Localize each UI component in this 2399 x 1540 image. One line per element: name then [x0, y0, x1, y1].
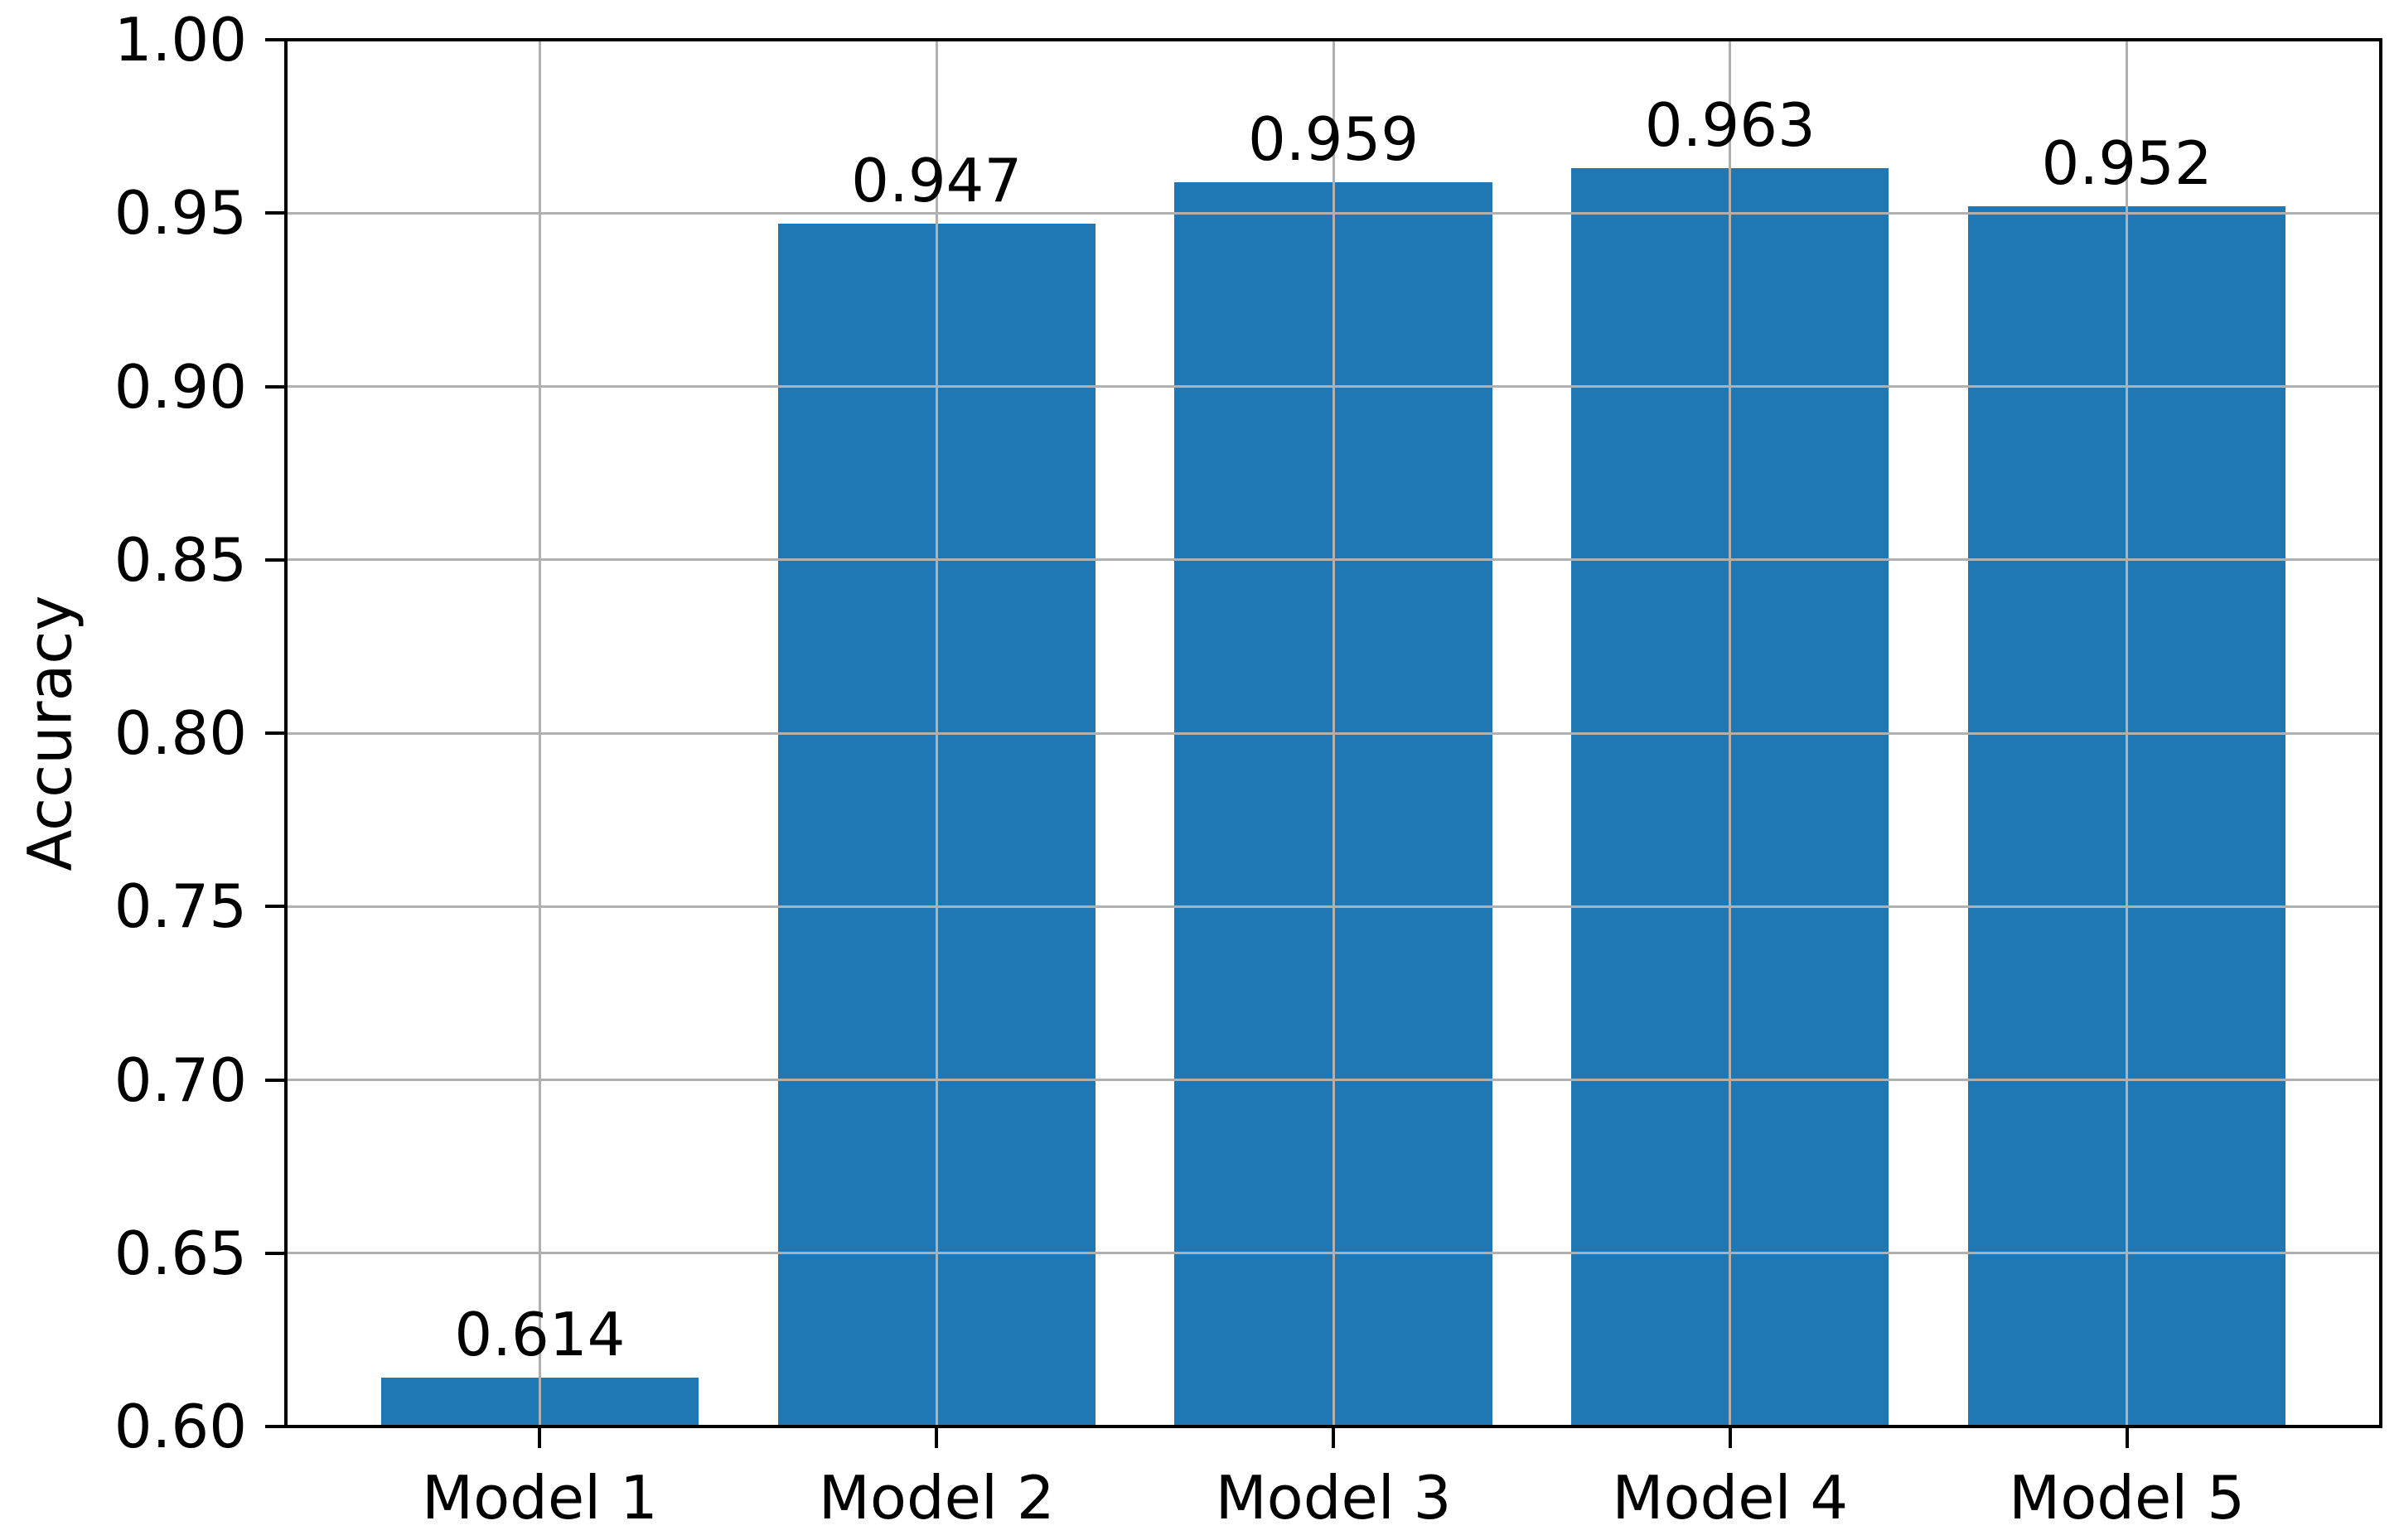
x-tick-label-model-1: Model 1	[421, 1463, 658, 1533]
bar-value-label-model-5: 0.952	[2041, 128, 2213, 198]
x-gridline-model-4	[1729, 40, 1732, 1427]
y-axis-tick-labels: 0.60 0.65 0.70 0.75 0.80 0.85 0.90 0.95 1.00	[0, 10, 247, 1456]
y-tick-label-0.65: 0.65	[114, 1218, 247, 1288]
y-tick-mark-0.90	[265, 384, 286, 389]
bar-value-label-model-3: 0.959	[1247, 104, 1420, 174]
y-tick-mark-0.80	[265, 731, 286, 735]
y-tick-mark-1.00	[265, 38, 286, 41]
x-axis-tick-labels: Model 1 Model 2 Model 3 Model 4 Model 5	[286, 1468, 2381, 1539]
y-tick-label-0.75: 0.75	[114, 871, 247, 942]
x-gridline-model-3	[1332, 40, 1335, 1427]
bar-value-label-model-2: 0.947	[851, 145, 1023, 215]
y-tick-mark-0.70	[265, 1078, 286, 1082]
y-tick-mark-0.85	[265, 558, 286, 562]
x-tick-mark-model-4	[1728, 1427, 1732, 1448]
y-tick-mark-0.65	[265, 1251, 286, 1255]
y-tick-mark-0.75	[265, 905, 286, 909]
x-tick-label-model-2: Model 2	[818, 1463, 1055, 1533]
y-tick-mark-0.95	[265, 211, 286, 215]
y-axis-tick-marks	[265, 38, 286, 1428]
y-tick-label-0.85: 0.85	[114, 524, 247, 595]
bar-value-label-model-4: 0.963	[1644, 89, 1816, 160]
y-tick-label-0.90: 0.90	[114, 351, 247, 422]
y-tick-label-0.60: 0.60	[114, 1392, 247, 1461]
x-tick-label-model-5: Model 5	[2009, 1463, 2245, 1533]
plot-area: 0.614 0.947 0.959 0.963 0.952	[284, 38, 2382, 1428]
x-tick-label-model-4: Model 4	[1612, 1463, 1849, 1533]
x-tick-mark-model-1	[538, 1427, 542, 1448]
y-tick-mark-0.60	[265, 1425, 286, 1428]
x-tick-mark-model-3	[1332, 1427, 1335, 1448]
y-tick-label-0.70: 0.70	[114, 1045, 247, 1115]
y-tick-label-1.00: 1.00	[114, 5, 247, 75]
x-axis-tick-marks	[286, 1427, 2381, 1448]
x-tick-label-model-3: Model 3	[1215, 1463, 1452, 1533]
x-gridline-model-5	[2126, 40, 2129, 1427]
x-tick-mark-model-5	[2125, 1427, 2129, 1448]
x-gridline-model-1	[538, 40, 541, 1427]
x-gridline-model-2	[935, 40, 938, 1427]
y-tick-label-0.80: 0.80	[114, 698, 247, 768]
y-tick-label-0.95: 0.95	[114, 178, 247, 249]
bar-value-label-model-1: 0.614	[454, 1300, 626, 1370]
x-tick-mark-model-2	[935, 1427, 939, 1448]
